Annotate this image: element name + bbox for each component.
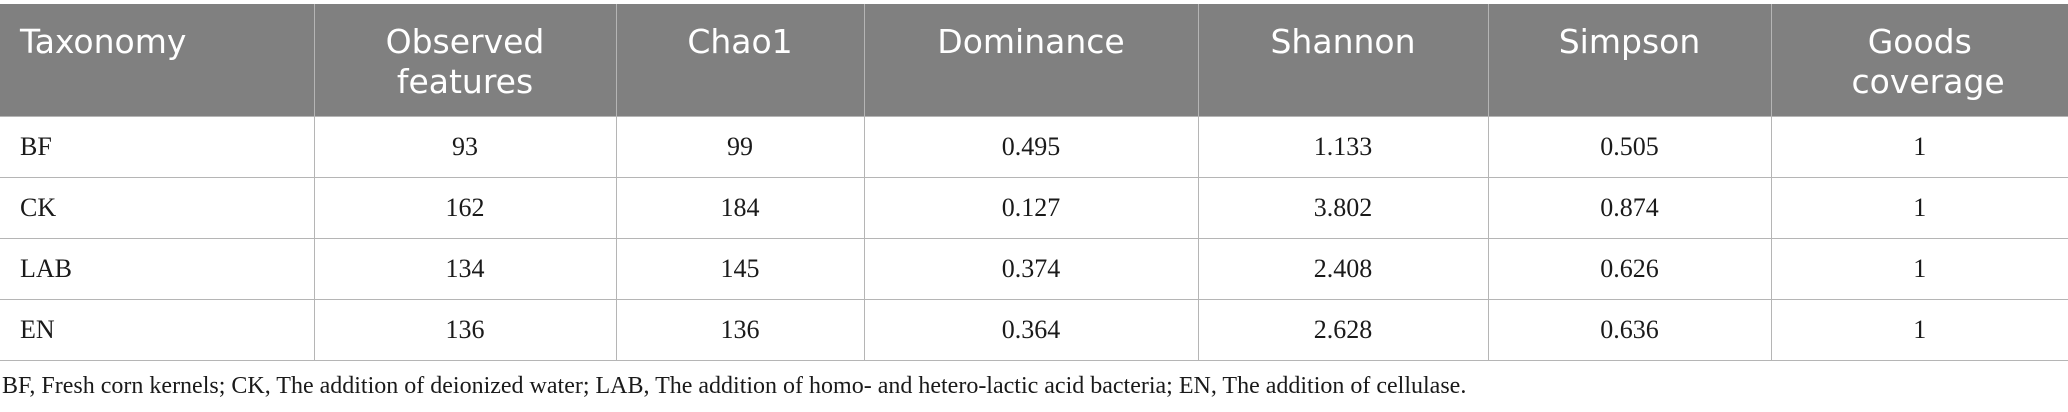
dominance-cell: 0.364 — [863, 299, 1198, 361]
shannon-cell: 2.408 — [1197, 238, 1488, 300]
shannon-cell: 2.628 — [1197, 299, 1488, 361]
table-header-row: Taxonomy Observed features Chao1 Dominan… — [0, 4, 2068, 116]
column-header-taxonomy: Taxonomy — [20, 22, 187, 61]
simpson-cell: 0.626 — [1487, 238, 1771, 300]
dominance-cell: 0.495 — [863, 115, 1198, 178]
observed-features-cell: 136 — [313, 299, 616, 361]
dominance-cell: 0.374 — [863, 238, 1198, 300]
chao1-cell: 145 — [615, 238, 864, 300]
goods-coverage-cell: 1 — [1770, 115, 2068, 178]
simpson-cell: 0.636 — [1487, 299, 1771, 361]
data-table-container: Taxonomy Observed features Chao1 Dominan… — [0, 4, 2068, 361]
row-label: EN — [0, 299, 314, 361]
column-header-observed-features: Observed features — [313, 4, 616, 116]
alpha-diversity-table: Taxonomy Observed features Chao1 Dominan… — [0, 4, 2068, 361]
shannon-cell: 3.802 — [1197, 177, 1488, 239]
column-header-goods-coverage: Goods coverage — [1770, 4, 2068, 116]
goods-coverage-cell: 1 — [1770, 299, 2068, 361]
simpson-cell: 0.874 — [1487, 177, 1771, 239]
column-header-simpson: Simpson — [1487, 4, 1771, 116]
chao1-cell: 184 — [615, 177, 864, 239]
observed-features-cell: 162 — [313, 177, 616, 239]
column-header-chao1: Chao1 — [615, 4, 864, 116]
row-label: CK — [0, 177, 314, 239]
table-row: LAB 134 145 0.374 2.408 0.626 1 — [0, 238, 2068, 300]
row-label: BF — [0, 115, 314, 178]
goods-coverage-cell: 1 — [1770, 238, 2068, 300]
simpson-cell: 0.505 — [1487, 115, 1771, 178]
row-label: LAB — [0, 238, 314, 300]
table-row: EN 136 136 0.364 2.628 0.636 1 — [0, 299, 2068, 361]
chao1-cell: 99 — [615, 115, 864, 178]
table-footnote: BF, Fresh corn kernels; CK, The addition… — [2, 373, 1467, 399]
dominance-cell: 0.127 — [863, 177, 1198, 239]
table-row: CK 162 184 0.127 3.802 0.874 1 — [0, 177, 2068, 239]
chao1-cell: 136 — [615, 299, 864, 361]
shannon-cell: 1.133 — [1197, 115, 1488, 178]
column-header-dominance: Dominance — [863, 4, 1198, 116]
column-header-shannon: Shannon — [1197, 4, 1488, 116]
observed-features-cell: 134 — [313, 238, 616, 300]
table-row: BF 93 99 0.495 1.133 0.505 1 — [0, 115, 2068, 178]
observed-features-cell: 93 — [313, 115, 616, 178]
goods-coverage-cell: 1 — [1770, 177, 2068, 239]
